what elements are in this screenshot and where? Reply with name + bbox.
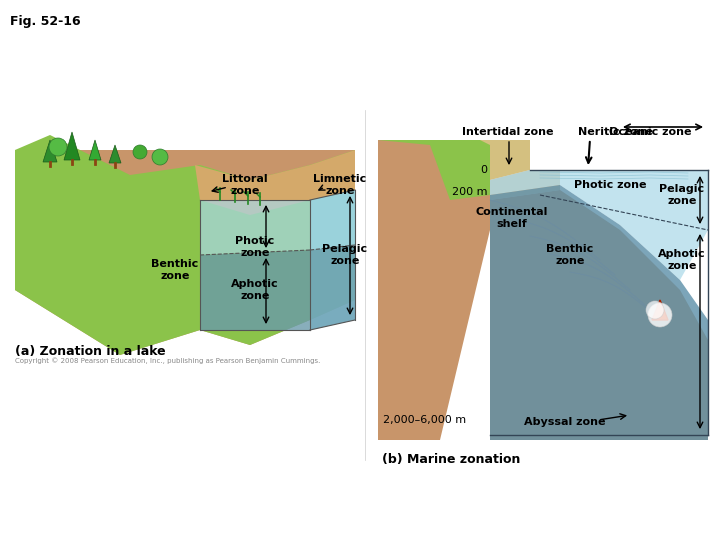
Text: Photic
zone: Photic zone xyxy=(235,236,274,258)
Polygon shape xyxy=(378,140,490,200)
Text: Littoral
zone: Littoral zone xyxy=(222,174,268,196)
Text: Oceanic zone: Oceanic zone xyxy=(608,127,691,137)
Text: 2,000–6,000 m: 2,000–6,000 m xyxy=(383,415,466,425)
Text: Neritic zone: Neritic zone xyxy=(578,127,653,137)
Polygon shape xyxy=(15,150,355,355)
Circle shape xyxy=(49,138,67,156)
Circle shape xyxy=(646,301,664,319)
Polygon shape xyxy=(378,140,490,440)
Text: Copyright © 2008 Pearson Education, Inc., publishing as Pearson Benjamin Cumming: Copyright © 2008 Pearson Education, Inc.… xyxy=(15,357,320,363)
Text: Photic zone: Photic zone xyxy=(574,180,647,190)
Circle shape xyxy=(648,303,672,327)
Text: Abyssal zone: Abyssal zone xyxy=(524,417,606,427)
Polygon shape xyxy=(200,250,310,330)
Polygon shape xyxy=(480,140,530,180)
Circle shape xyxy=(133,145,147,159)
Text: Intertidal zone: Intertidal zone xyxy=(462,127,554,137)
Text: Benthic
zone: Benthic zone xyxy=(151,259,199,281)
Text: (a) Zonation in a lake: (a) Zonation in a lake xyxy=(15,345,166,358)
Circle shape xyxy=(152,149,168,165)
Polygon shape xyxy=(43,140,57,162)
Text: Aphotic
zone: Aphotic zone xyxy=(231,279,279,301)
Text: Benthic
zone: Benthic zone xyxy=(546,244,593,266)
Text: Fig. 52-16: Fig. 52-16 xyxy=(10,15,81,28)
Text: Limnetic
zone: Limnetic zone xyxy=(313,174,366,196)
Text: Pelagic
zone: Pelagic zone xyxy=(323,244,368,266)
Text: Aphotic
zone: Aphotic zone xyxy=(658,249,706,271)
Polygon shape xyxy=(64,132,80,160)
Polygon shape xyxy=(310,190,355,330)
Text: 200 m: 200 m xyxy=(451,187,487,197)
Polygon shape xyxy=(89,140,101,160)
Polygon shape xyxy=(310,190,355,250)
Text: Pelagic
zone: Pelagic zone xyxy=(660,184,705,206)
Polygon shape xyxy=(200,200,310,255)
Text: (b) Marine zonation: (b) Marine zonation xyxy=(382,453,521,466)
Polygon shape xyxy=(15,135,355,355)
Text: 0: 0 xyxy=(480,165,487,175)
Text: Continental
shelf: Continental shelf xyxy=(476,207,548,229)
Polygon shape xyxy=(652,300,668,320)
Polygon shape xyxy=(109,145,121,163)
Polygon shape xyxy=(195,150,355,215)
Polygon shape xyxy=(490,170,560,200)
Polygon shape xyxy=(490,170,708,280)
Polygon shape xyxy=(490,185,708,440)
Polygon shape xyxy=(490,190,708,440)
Polygon shape xyxy=(310,245,355,330)
